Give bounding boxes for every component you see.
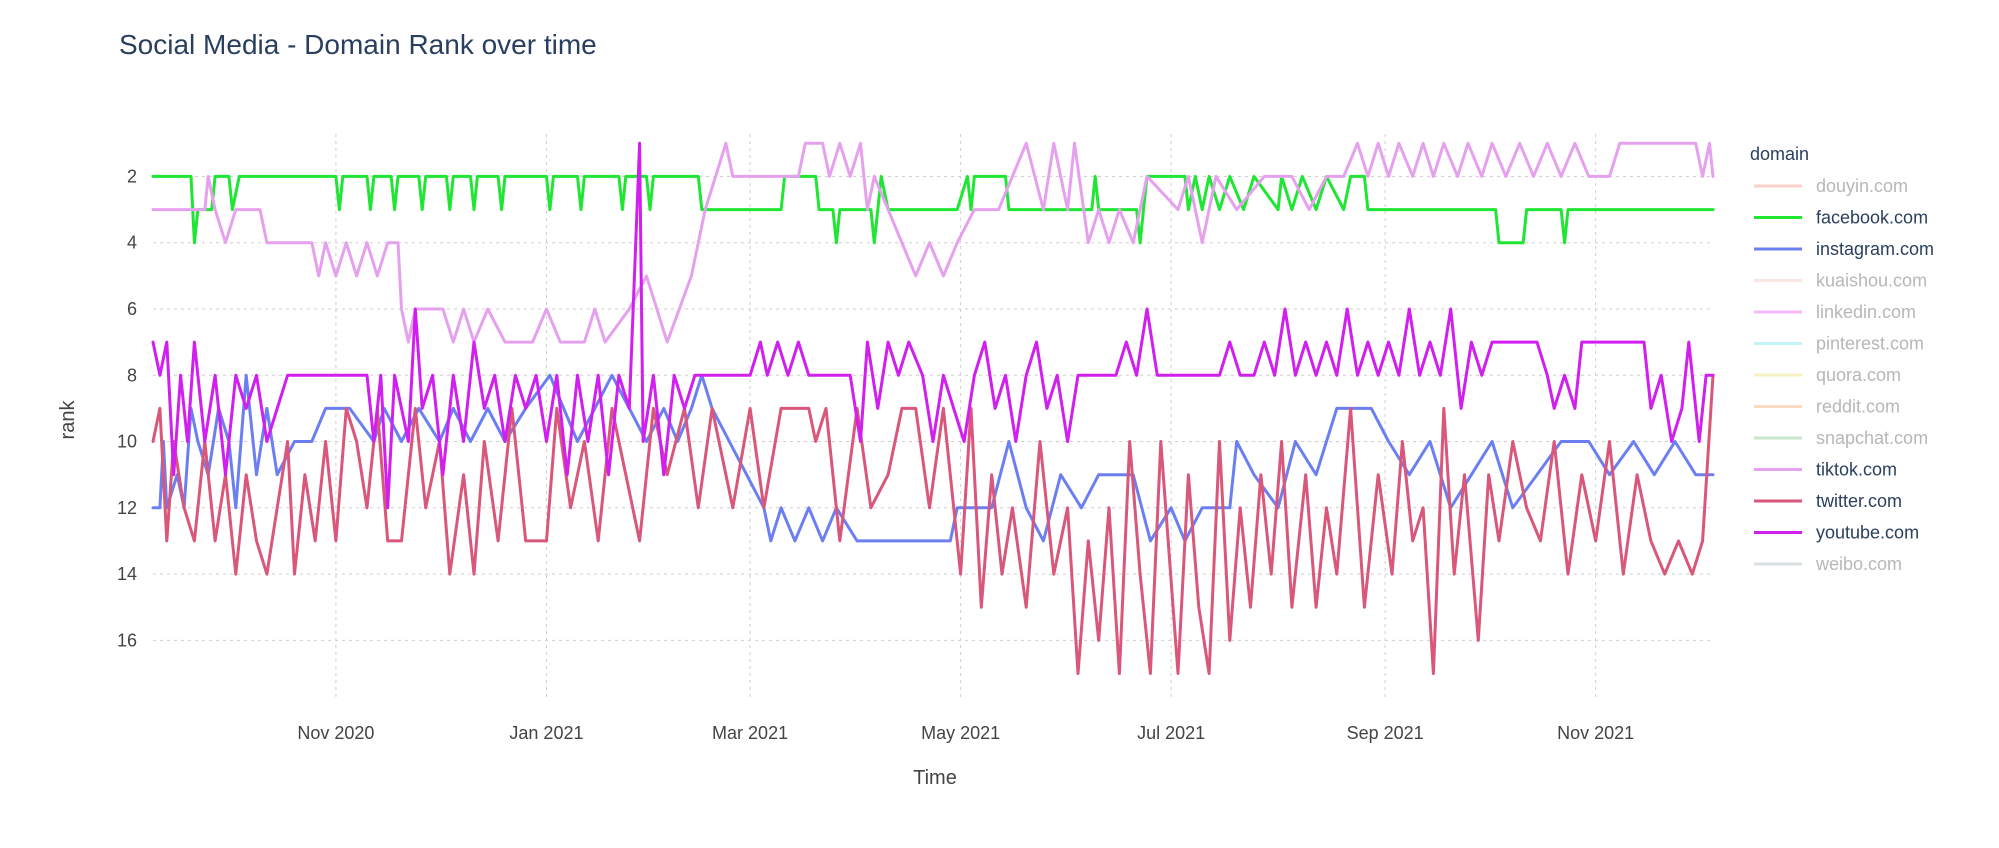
- legend-label: pinterest.com: [1816, 334, 1924, 354]
- y-tick-label: 8: [127, 365, 137, 385]
- legend-item-douyin-com[interactable]: douyin.com: [1754, 176, 1908, 196]
- legend-label: snapchat.com: [1816, 428, 1928, 448]
- legend-items: douyin.com facebook.com instagram.com kuais…: [1754, 176, 1934, 574]
- y-tick-label: 14: [117, 564, 137, 584]
- legend-label: youtube.com: [1816, 523, 1919, 543]
- legend-item-facebook-com[interactable]: facebook.com: [1754, 208, 1928, 228]
- y-tick-label: 16: [117, 630, 137, 650]
- series-line-tiktok-com: [151, 141, 1715, 344]
- y-tick-label: 12: [117, 498, 137, 518]
- legend-label: tiktok.com: [1816, 460, 1897, 480]
- series-line-instagram-com: [151, 373, 1715, 543]
- legend-item-snapchat-com[interactable]: snapchat.com: [1754, 428, 1928, 448]
- x-tick-label: May 2021: [921, 723, 1000, 743]
- x-tick-label: Jul 2021: [1137, 723, 1205, 743]
- legend-item-twitter-com[interactable]: twitter.com: [1754, 491, 1902, 511]
- legend-item-weibo-com[interactable]: weibo.com: [1754, 554, 1902, 574]
- x-tick-label: Nov 2021: [1557, 723, 1634, 743]
- legend-item-tiktok-com[interactable]: tiktok.com: [1754, 460, 1897, 480]
- legend: domain douyin.com facebook.com instagram.c…: [1750, 144, 1934, 574]
- legend-label: linkedin.com: [1816, 302, 1916, 322]
- legend-label: twitter.com: [1816, 491, 1902, 511]
- legend-label: reddit.com: [1816, 397, 1900, 417]
- y-tick-label: 4: [127, 233, 137, 253]
- chart-title: Social Media - Domain Rank over time: [119, 29, 597, 60]
- legend-item-kuaishou-com[interactable]: kuaishou.com: [1754, 271, 1927, 291]
- y-tick-label: 10: [117, 432, 137, 452]
- legend-item-linkedin-com[interactable]: linkedin.com: [1754, 302, 1916, 322]
- x-tick-label: Mar 2021: [712, 723, 788, 743]
- x-axis-title: Time: [913, 767, 957, 789]
- y-tick-label: 6: [127, 299, 137, 319]
- y-axis-ticks: 2 4 6 8 10 12 14 16: [117, 166, 137, 650]
- series-line-youtube-com: [151, 141, 1715, 510]
- x-tick-label: Nov 2020: [297, 723, 374, 743]
- gridlines: [153, 134, 1713, 700]
- legend-label: facebook.com: [1816, 208, 1928, 228]
- legend-label: kuaishou.com: [1816, 271, 1927, 291]
- series-lines: [151, 141, 1715, 675]
- legend-item-reddit-com[interactable]: reddit.com: [1754, 397, 1900, 417]
- y-axis-title: rank: [57, 400, 79, 440]
- legend-label: quora.com: [1816, 365, 1901, 385]
- y-tick-label: 2: [127, 166, 137, 186]
- legend-label: douyin.com: [1816, 176, 1908, 196]
- legend-title: domain: [1750, 144, 1809, 164]
- series-line-twitter-com: [151, 373, 1715, 675]
- x-tick-label: Sep 2021: [1347, 723, 1424, 743]
- legend-item-youtube-com[interactable]: youtube.com: [1754, 523, 1919, 543]
- legend-item-quora-com[interactable]: quora.com: [1754, 365, 1901, 385]
- legend-item-instagram-com[interactable]: instagram.com: [1754, 239, 1934, 259]
- series-line-facebook-com: [151, 174, 1715, 245]
- legend-item-pinterest-com[interactable]: pinterest.com: [1754, 334, 1924, 354]
- x-axis-ticks: Nov 2020 Jan 2021 Mar 2021 May 2021 Jul 2021…: [297, 723, 1634, 743]
- legend-label: instagram.com: [1816, 239, 1934, 259]
- x-tick-label: Jan 2021: [509, 723, 583, 743]
- legend-label: weibo.com: [1815, 554, 1902, 574]
